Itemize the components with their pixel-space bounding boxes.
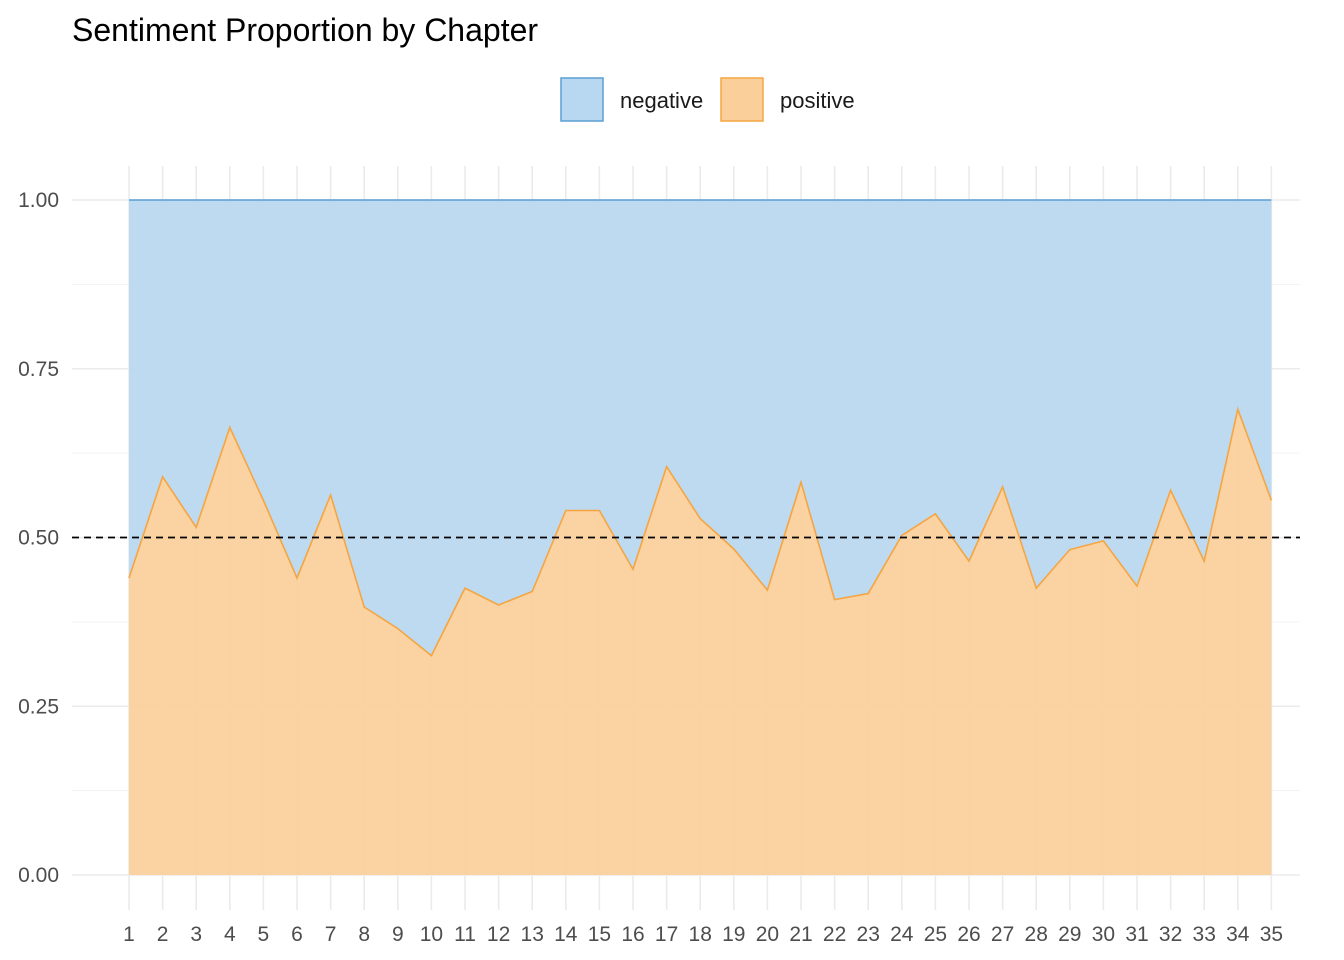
- x-tick-label: 18: [689, 923, 712, 946]
- x-tick-label: 26: [957, 923, 980, 946]
- x-tick-label: 24: [890, 923, 914, 946]
- x-tick-label: 31: [1125, 923, 1148, 946]
- legend-label-negative: negative: [620, 88, 703, 113]
- y-tick-label: 0.50: [18, 527, 59, 550]
- chart-title: Sentiment Proportion by Chapter: [72, 12, 538, 48]
- x-tick-label: 33: [1193, 923, 1216, 946]
- x-tick-label: 19: [722, 923, 745, 946]
- legend-key-negative: [560, 77, 604, 122]
- x-tick-label: 10: [420, 923, 443, 946]
- y-tick-label: 0.75: [18, 358, 59, 381]
- x-tick-label: 30: [1092, 923, 1115, 946]
- x-tick-label: 27: [991, 923, 1014, 946]
- x-tick-label: 15: [588, 923, 611, 946]
- x-tick-label: 11: [454, 923, 476, 946]
- x-tick-label: 23: [857, 923, 880, 946]
- x-tick-label: 20: [756, 923, 779, 946]
- y-tick-label: 0.00: [18, 864, 59, 887]
- area-negative: [129, 200, 1272, 656]
- area-layer: [128, 199, 1273, 875]
- x-tick-label: 13: [521, 923, 544, 946]
- x-tick-label: 25: [924, 923, 947, 946]
- x-tick-label: 35: [1260, 923, 1283, 946]
- x-tick-label: 28: [1025, 923, 1048, 946]
- line-positive: [128, 406, 1273, 657]
- x-tick-label: 4: [224, 923, 236, 946]
- x-tick-label: 9: [392, 923, 404, 946]
- x-tick-label: 22: [823, 923, 846, 946]
- x-tick-label: 34: [1226, 923, 1250, 946]
- x-tick-label: 8: [358, 923, 370, 946]
- x-tick-label: 32: [1159, 923, 1182, 946]
- y-tick-label: 0.25: [18, 695, 59, 718]
- legend: negative positive: [560, 77, 855, 122]
- x-tick-label: 5: [258, 923, 270, 946]
- x-tick-label: 1: [123, 923, 135, 946]
- x-tick-label: 29: [1058, 923, 1081, 946]
- x-tick-label: 6: [291, 923, 303, 946]
- legend-key-positive: [720, 77, 764, 122]
- legend-label-positive: positive: [780, 88, 855, 113]
- x-tick-label: 16: [621, 923, 644, 946]
- x-tick-label: 12: [487, 923, 510, 946]
- y-tick-label: 1.00: [18, 189, 59, 212]
- x-tick-label: 21: [789, 923, 812, 946]
- x-tick-label: 3: [190, 923, 202, 946]
- x-tick-label: 14: [554, 923, 578, 946]
- x-tick-label: 2: [157, 923, 169, 946]
- x-tick-label: 7: [325, 923, 337, 946]
- x-tick-label: 17: [655, 923, 678, 946]
- y-axis-ticks: 0.00 0.25 0.50 0.75 1.00: [18, 189, 59, 887]
- x-axis-ticks: 1 2 3 4 5 6 7 8 9 10 11 12 13 14 15 16 17 18 19 20 21 22 23 24 2…: [123, 923, 1283, 946]
